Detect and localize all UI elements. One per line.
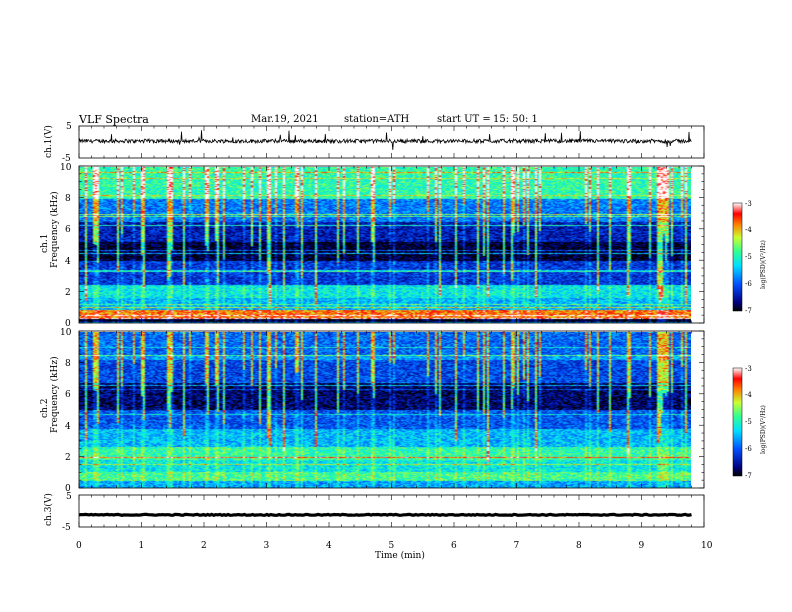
ch1-spectrogram-image [79, 167, 691, 323]
chart-title: VLF Spectra [79, 113, 149, 126]
ch1-waveform-ticks [78, 126, 705, 158]
time-tick-label: 10 [701, 541, 713, 551]
ch2-colorbar [732, 367, 743, 477]
ch1-colorbar-tick-5: -5 [745, 253, 752, 261]
time-tick-label: 5 [389, 541, 395, 551]
ch1-freq-tick-4: 4 [65, 257, 71, 267]
ch3-waveform-ticks [78, 495, 705, 527]
ch2-freq-tick-6: 6 [65, 390, 71, 400]
ch3-ytick-top: 5 [66, 492, 72, 502]
ch1-freq-tick-8: 8 [65, 194, 71, 204]
ch1-frequency-ylabel: Frequency (kHz) [49, 191, 60, 268]
ch1-freq-tick-0: 0 [65, 319, 71, 329]
time-tick-label: 2 [201, 541, 207, 551]
ch2-freq-tick-10: 10 [60, 328, 72, 338]
ch1-ytick-top: 5 [66, 122, 72, 132]
ch1-spectrogram-ticks [78, 165, 705, 324]
ch2-spectrogram-panel: 0 2 4 6 8 10 ch.2 Frequency (kHz) -3 -4 … [40, 328, 767, 494]
ch1-spectrogram-panel: 0 2 4 6 8 10 ch.1 Frequency (kHz) -3 -4 … [40, 163, 767, 329]
ch1-colorbar-tick-7: -7 [745, 307, 752, 315]
ch2-freq-tick-2: 2 [65, 453, 71, 463]
ch2-spectrogram-ylabel: ch.2 [40, 399, 50, 418]
ch1-ytick-bottom: -5 [62, 154, 71, 164]
ch1-waveform-panel: 5 -5 ch.1(V) [43, 122, 705, 164]
time-tick-label: 7 [514, 541, 520, 551]
ch3-waveform-line [79, 512, 692, 518]
ch2-spectrogram-ticks [78, 330, 705, 489]
time-tick-label: 3 [264, 541, 270, 551]
ch1-freq-tick-6: 6 [65, 225, 71, 235]
ch3-waveform-panel: 5 -5 ch.3(V) [43, 492, 705, 533]
time-axis-label: Time (min) [375, 550, 425, 561]
start-ut-label: start UT = [437, 114, 491, 125]
time-axis-tick-labels: 0 1 2 3 4 5 6 7 8 9 10 [76, 541, 713, 551]
ch2-colorbar-tick-4: -4 [745, 391, 752, 399]
time-tick-label: 1 [139, 541, 145, 551]
time-tick-label: 0 [76, 541, 82, 551]
ch2-colorbar-tick-7: -7 [745, 472, 752, 480]
ch1-colorbar [732, 202, 743, 312]
ch3-ytick-bottom: -5 [62, 523, 71, 533]
ch2-spectrogram-image [79, 332, 691, 488]
ch1-colorbar-tick-4: -4 [745, 226, 752, 234]
ch2-colorbar-label: log(PSD)(V²/Hz) [760, 405, 767, 454]
ch2-frequency-ylabel: Frequency (kHz) [49, 356, 60, 433]
ch1-colorbar-label: log(PSD)(V²/Hz) [760, 240, 767, 289]
ch1-waveform-ylabel: ch.1(V) [43, 125, 54, 158]
time-tick-label: 9 [639, 541, 645, 551]
ch1-colorbar-tick-3: -3 [745, 200, 752, 208]
ch1-freq-tick-2: 2 [65, 288, 71, 298]
time-tick-label: 8 [576, 541, 582, 551]
time-tick-label: 6 [451, 541, 457, 551]
ch3-waveform-ylabel: ch.3(V) [43, 493, 54, 526]
station-label: station=ATH [344, 114, 410, 125]
ch2-freq-tick-4: 4 [65, 422, 71, 432]
ch2-freq-tick-8: 8 [65, 359, 71, 369]
ch2-colorbar-tick-3: -3 [745, 365, 752, 373]
start-time-value: 15: 50: 1 [493, 114, 538, 125]
ch1-freq-tick-10: 10 [60, 163, 72, 173]
ch2-colorbar-tick-6: -6 [745, 445, 752, 453]
ch2-colorbar-tick-5: -5 [745, 418, 752, 426]
time-tick-label: 4 [326, 541, 332, 551]
ch1-spectrogram-ylabel: ch.1 [40, 234, 50, 253]
ch1-colorbar-tick-6: -6 [745, 280, 752, 288]
date-label: Mar.19, 2021 [251, 114, 319, 125]
ch2-freq-tick-0: 0 [65, 484, 71, 494]
ch1-waveform-line [79, 130, 692, 150]
